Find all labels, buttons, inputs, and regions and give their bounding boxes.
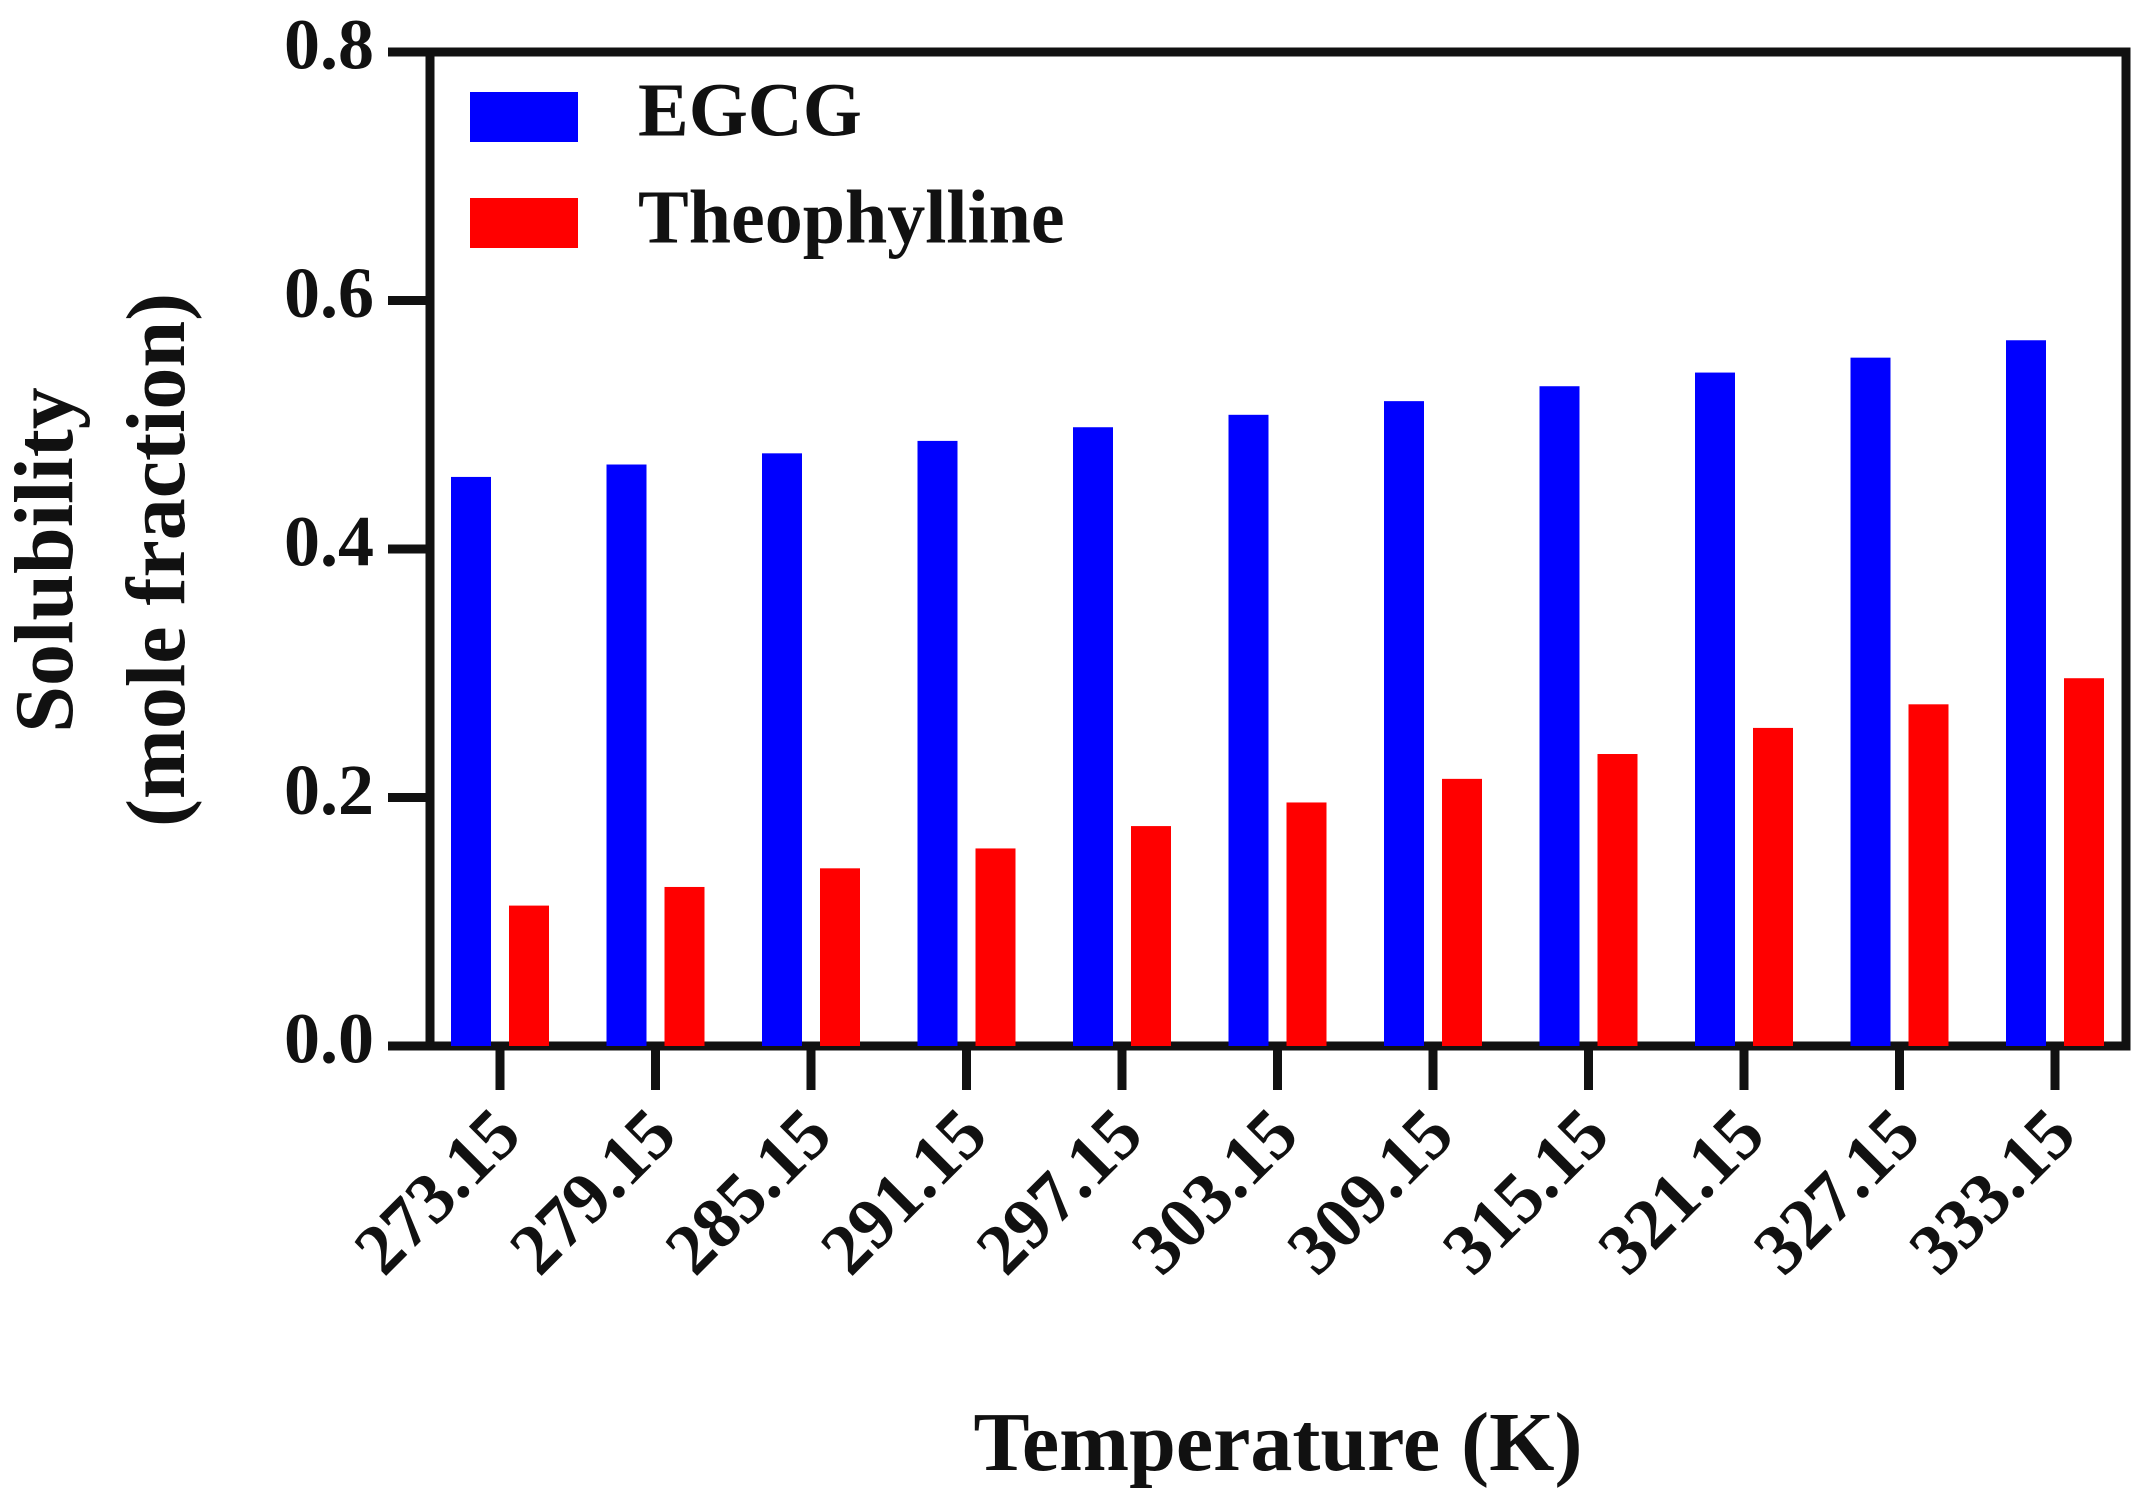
bar-egcg-279-15 <box>606 464 647 1046</box>
bar-egcg-297-15 <box>1073 427 1113 1046</box>
bar-egcg-309-15 <box>1384 401 1424 1047</box>
bar-theophylline-309-15 <box>1442 778 1482 1046</box>
y-tick-label: 0.8 <box>284 5 374 85</box>
bar-egcg-303-15 <box>1228 414 1269 1046</box>
bar-theophylline-327-15 <box>1908 704 1949 1046</box>
legend-swatch-theophylline <box>470 198 578 248</box>
bar-theophylline-279-15 <box>664 886 705 1046</box>
bar-theophylline-303-15 <box>1286 802 1327 1046</box>
bar-egcg-273-15 <box>451 476 491 1046</box>
y-tick-label: 0.2 <box>284 750 374 830</box>
bar-series-group <box>451 340 2104 1047</box>
x-axis-title: Temperature (K) <box>974 1396 1583 1489</box>
bar-egcg-321-15 <box>1695 372 1735 1046</box>
bar-theophylline-297-15 <box>1131 826 1171 1046</box>
bar-theophylline-291-15 <box>975 848 1016 1046</box>
bar-theophylline-285-15 <box>820 868 860 1046</box>
y-axis: 0.0 0.2 0.4 0.6 0.8 <box>284 5 430 1079</box>
legend-label-egcg: EGCG <box>638 68 862 152</box>
bar-theophylline-321-15 <box>1753 727 1793 1046</box>
y-tick-label: 0.6 <box>284 253 374 333</box>
bar-theophylline-333-15 <box>2064 678 2104 1046</box>
bar-egcg-291-15 <box>917 440 958 1047</box>
bar-egcg-315-15 <box>1539 386 1580 1046</box>
y-tick-label: 0.4 <box>284 502 374 582</box>
y-tick-label: 0.0 <box>284 999 374 1079</box>
bar-egcg-327-15 <box>1850 357 1891 1046</box>
bar-theophylline-315-15 <box>1597 754 1638 1046</box>
bar-theophylline-273-15 <box>509 905 549 1046</box>
y-axis-title-line-1: Solubility <box>0 387 91 732</box>
bar-egcg-333-15 <box>2006 340 2046 1046</box>
y-axis-title-line-2: (mole fraction) <box>110 293 203 827</box>
bar-egcg-285-15 <box>762 453 802 1046</box>
legend: EGCG Theophylline <box>470 68 1065 259</box>
legend-label-theophylline: Theophylline <box>638 175 1065 259</box>
legend-swatch-egcg <box>470 92 578 142</box>
